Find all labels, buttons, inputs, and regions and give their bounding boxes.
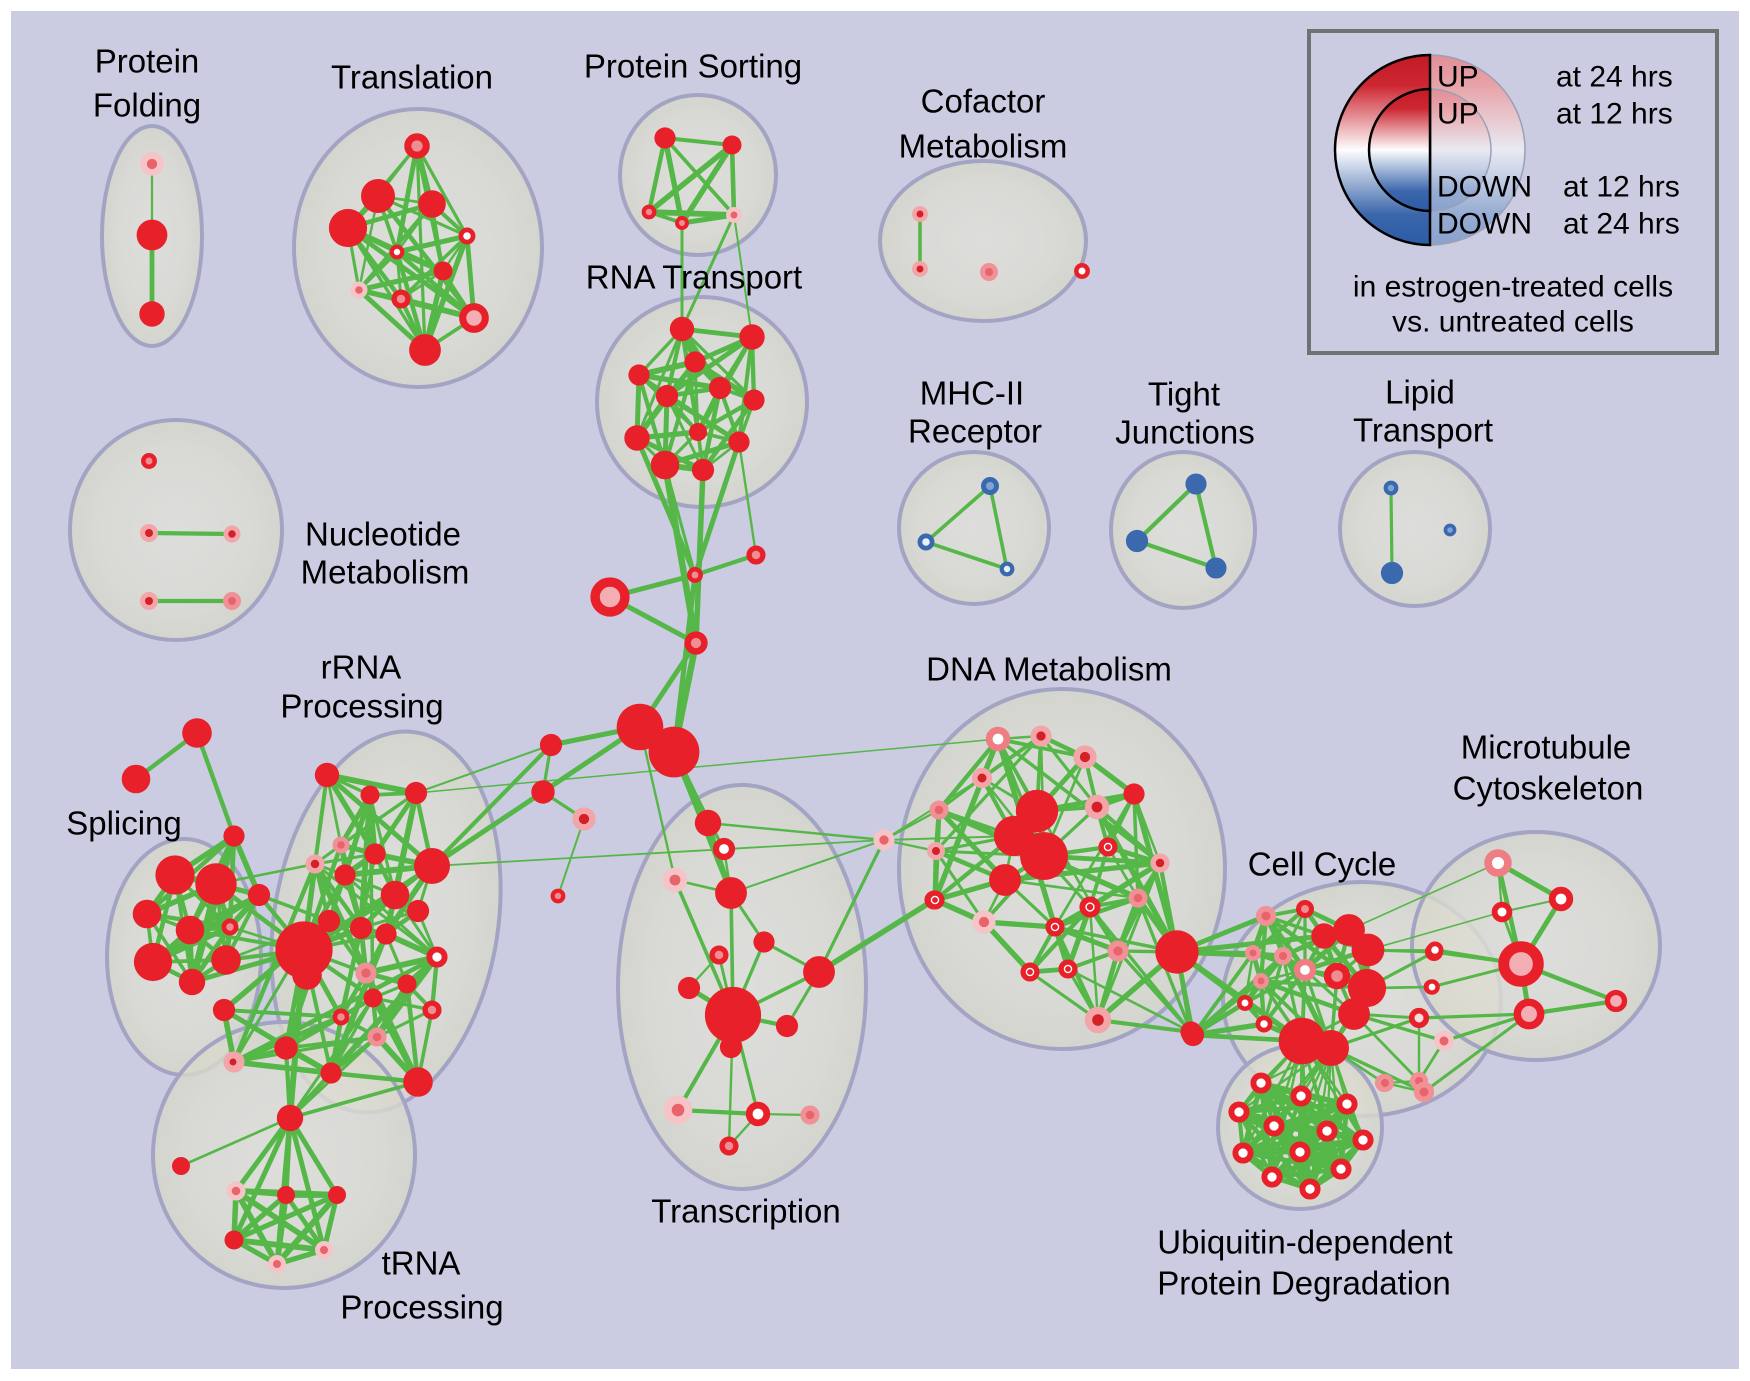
svg-text:Protein Degradation: Protein Degradation — [1157, 1265, 1451, 1302]
svg-text:DNA Metabolism: DNA Metabolism — [926, 651, 1172, 688]
svg-text:Tight: Tight — [1148, 376, 1220, 413]
svg-text:Nucleotide: Nucleotide — [305, 516, 461, 553]
svg-text:DOWN: DOWN — [1437, 171, 1532, 204]
svg-text:Protein: Protein — [95, 43, 200, 80]
svg-text:Translation: Translation — [331, 59, 493, 96]
svg-text:DOWN: DOWN — [1437, 208, 1532, 241]
svg-text:Cell Cycle: Cell Cycle — [1248, 846, 1397, 883]
svg-text:at 12 hrs: at 12 hrs — [1556, 98, 1673, 131]
svg-text:Ubiquitin-dependent: Ubiquitin-dependent — [1157, 1224, 1452, 1261]
svg-text:UP: UP — [1437, 98, 1479, 131]
svg-text:at 24 hrs: at 24 hrs — [1563, 208, 1680, 241]
svg-text:RNA Transport: RNA Transport — [586, 259, 802, 296]
svg-text:Metabolism: Metabolism — [301, 554, 470, 591]
svg-text:at 12 hrs: at 12 hrs — [1563, 171, 1680, 204]
svg-text:in estrogen-treated cells: in estrogen-treated cells — [1353, 271, 1673, 304]
svg-text:Cytoskeleton: Cytoskeleton — [1453, 770, 1644, 807]
svg-text:Receptor: Receptor — [908, 413, 1042, 450]
svg-text:Microtubule: Microtubule — [1461, 729, 1632, 766]
svg-text:Junctions: Junctions — [1115, 414, 1254, 451]
svg-text:Folding: Folding — [93, 87, 201, 124]
svg-text:rRNA: rRNA — [321, 649, 402, 686]
svg-text:Metabolism: Metabolism — [899, 128, 1068, 165]
svg-text:vs. untreated cells: vs. untreated cells — [1392, 306, 1634, 339]
svg-text:Processing: Processing — [340, 1289, 503, 1326]
svg-text:Processing: Processing — [280, 688, 443, 725]
svg-text:UP: UP — [1437, 61, 1479, 94]
svg-text:Cofactor: Cofactor — [921, 83, 1046, 120]
svg-text:Splicing: Splicing — [66, 805, 182, 842]
svg-text:MHC-II: MHC-II — [920, 375, 1024, 412]
svg-text:Transcription: Transcription — [651, 1193, 841, 1230]
svg-text:Lipid: Lipid — [1385, 374, 1455, 411]
svg-text:Transport: Transport — [1353, 412, 1493, 449]
svg-text:tRNA: tRNA — [382, 1245, 461, 1282]
svg-text:at 24 hrs: at 24 hrs — [1556, 61, 1673, 94]
svg-text:Protein Sorting: Protein Sorting — [584, 48, 802, 85]
